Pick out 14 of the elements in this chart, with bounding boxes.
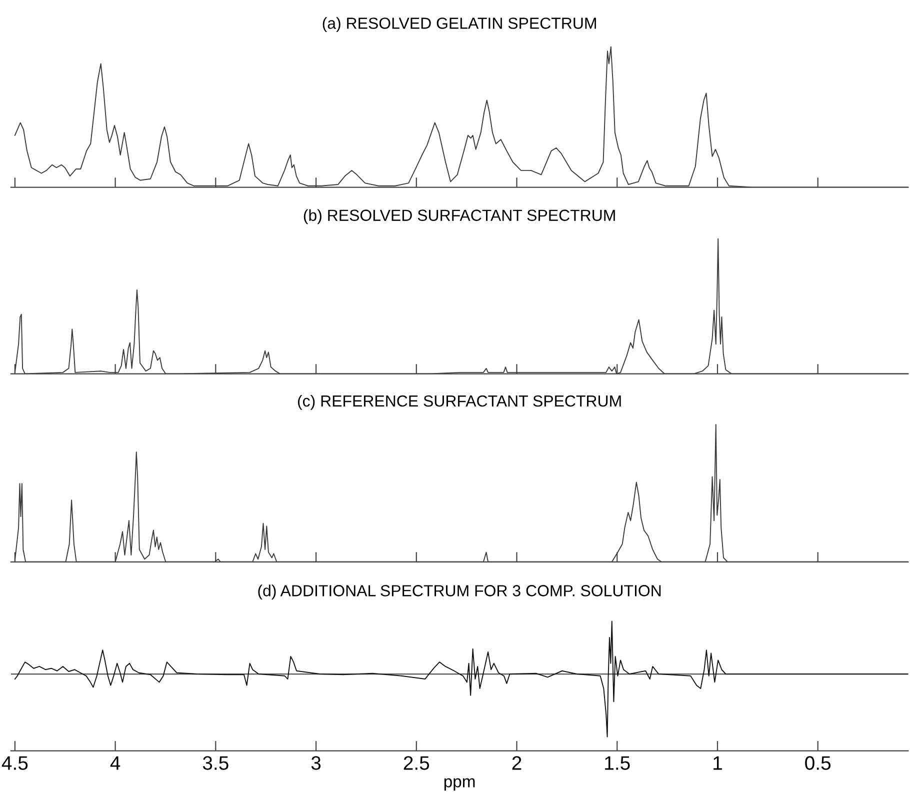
x-tick-label: 3 bbox=[311, 756, 321, 770]
chart-title: (d) ADDITIONAL SPECTRUM FOR 3 COMP. SOLUTION bbox=[258, 584, 661, 600]
x-axis-title: ppm bbox=[444, 778, 475, 791]
chart-title: (b) RESOLVED SURFACTANT SPECTRUM bbox=[304, 209, 615, 224]
chart-title: (c) REFERENCE SURFACTANT SPECTRUM bbox=[298, 394, 621, 410]
x-tick-label: 1.5 bbox=[605, 756, 630, 770]
chart-title: (a) RESOLVED GELATIN SPECTRUM bbox=[322, 17, 596, 32]
x-tick-label: 4 bbox=[110, 756, 120, 770]
x-tick-label: 2.5 bbox=[404, 756, 430, 770]
x-tick-label: 2 bbox=[512, 756, 522, 770]
x-tick-label: 3.5 bbox=[202, 756, 228, 770]
x-tick-label: 1 bbox=[714, 756, 722, 770]
x-tick-label: 0.5 bbox=[805, 756, 831, 770]
x-tick-label: 4.5 bbox=[2, 756, 28, 770]
